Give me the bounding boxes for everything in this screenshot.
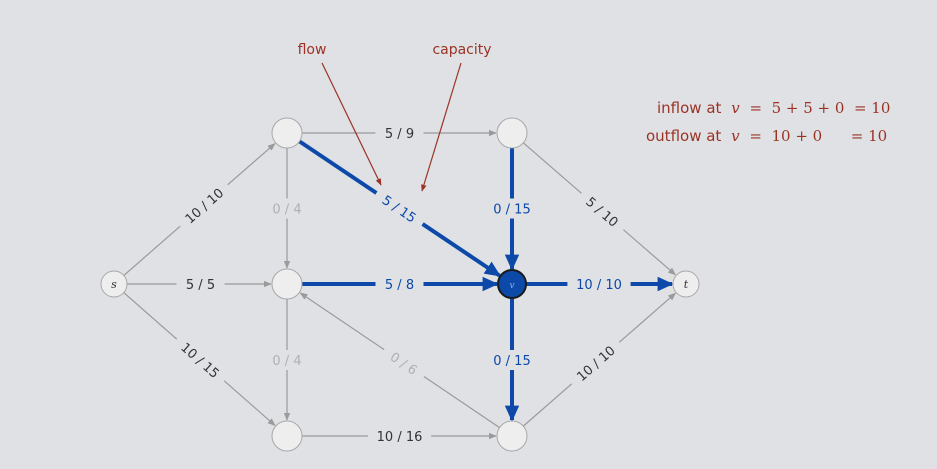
edge-label-bg [263,350,311,370]
outflow-rhs: = 10 + 0 = 10 [749,127,887,145]
edge-label-a-v: 5 / 15 [370,184,429,233]
inflow-rhs: = 5 + 5 + 0 = 10 [749,99,890,117]
edge-label-text: 10 / 16 [377,430,423,445]
node-label: t [684,278,689,291]
inflow-equation: inflow at v = 5 + 5 + 0 = 10 [657,99,890,117]
edge-label-c-e: 10 / 16 [367,426,432,446]
edge-label-text: 0 / 15 [493,354,530,369]
edge-label-v-t: 10 / 10 [567,274,631,294]
edge-label-bg [170,331,231,389]
edge-label-text: 0 / 15 [493,203,530,218]
node-circle [672,270,700,298]
node-d [496,117,528,149]
edge-label-bg [574,185,631,238]
edge-label-e-b: 0 / 6 [378,341,430,385]
flow-annotation-arrow [321,62,382,186]
node-s: s [100,270,128,298]
edge-label-text: 5 / 8 [385,278,414,293]
edge-label-s-b: 5 / 5 [176,274,225,294]
edge-label-s-c: 10 / 15 [170,331,231,389]
edge-label-bg [367,426,432,446]
node-e [496,420,528,452]
edge-label-a-b: 0 / 4 [263,198,311,219]
edge-label-bg [263,198,311,219]
node-label: v [509,281,514,291]
node-v: v [497,269,527,299]
node-circle [496,420,528,452]
outflow-prefix: outflow at [646,127,721,145]
edge-label-bg [370,184,429,233]
edge-label-bg [176,274,225,294]
edge-label-s-a: 10 / 10 [173,177,235,234]
inflow-prefix: inflow at [657,99,722,117]
edge-label-b-c: 0 / 4 [263,350,311,370]
edge-label-b-v: 5 / 8 [375,274,424,294]
edge-label-bg [567,274,631,294]
conservation-equations: inflow at v = 5 + 5 + 0 = 10 outflow at … [646,99,890,145]
edge-label-text: 0 / 4 [272,354,301,369]
node-t: t [672,270,700,298]
annotation-group: flow capacity [298,42,492,192]
edge-label-bg [565,334,626,392]
edge-label-e-t: 10 / 10 [565,334,626,392]
edge-label-d-v: 0 / 15 [484,198,540,219]
node-circle [271,420,303,452]
edge-label-bg [378,341,430,385]
edge-label-v-e: 0 / 15 [484,350,540,370]
edge-label-bg [484,198,540,219]
edge-label-text: 0 / 4 [272,203,301,218]
node-b [271,268,303,300]
edge-label-text: 5 / 9 [385,127,414,142]
node-circle [271,117,303,149]
edge-label-bg [375,274,424,294]
node-label: s [111,278,117,291]
node-circle [100,270,128,298]
capacity-annotation-label: capacity [432,42,491,58]
inflow-variable: v [731,99,740,117]
edge-label-bg [375,123,424,143]
edge-labels: 10 / 10 5 / 5 10 / 15 5 / 9 0 / 4 5 / 15 5 / 8… [170,123,631,446]
edge-label-bg [484,350,540,370]
node-circle [271,268,303,300]
node-a [271,117,303,149]
edge-label-a-d: 5 / 9 [375,123,424,143]
edge-label-d-t: 5 / 10 [574,185,631,238]
edge-label-text: 10 / 10 [576,278,622,293]
outflow-variable: v [731,127,740,145]
edge-label-text: 5 / 5 [186,278,215,293]
flow-annotation-label: flow [298,42,327,58]
node-circle [496,117,528,149]
outflow-equation: outflow at v = 10 + 0 = 10 [646,127,887,145]
node-c [271,420,303,452]
node-circle [497,269,527,299]
capacity-annotation-arrow [421,62,462,192]
edge-label-bg [173,177,235,234]
